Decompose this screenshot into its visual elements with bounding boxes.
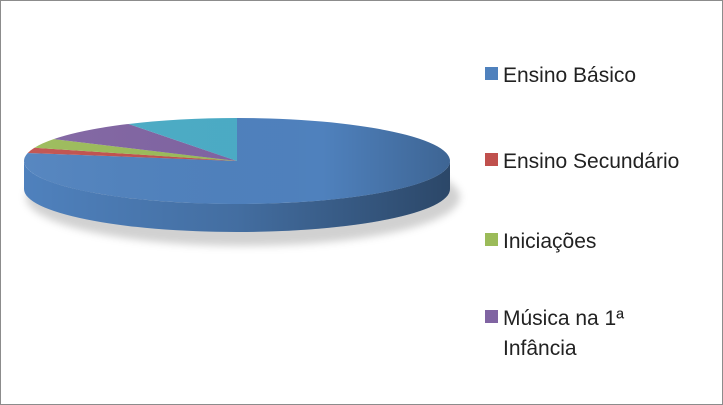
legend-label: Música na 1ª Infância xyxy=(503,307,624,360)
pie-top-shade xyxy=(24,118,450,204)
legend-swatch xyxy=(485,67,498,80)
legend-item: Ensino Secundário xyxy=(485,147,703,177)
legend-item: Iniciações xyxy=(485,227,703,257)
legend-label: Iniciações xyxy=(503,230,597,253)
legend-item: Música na 1ª Infância xyxy=(485,304,703,364)
legend-swatch xyxy=(485,233,498,246)
legend-swatch xyxy=(485,153,498,166)
pie-side-shade-0 xyxy=(24,161,450,232)
legend-swatch xyxy=(485,310,498,323)
legend-item: Ensino Básico xyxy=(485,61,703,91)
legend-label: Ensino Secundário xyxy=(503,150,680,173)
legend-label: Ensino Básico xyxy=(503,64,637,87)
